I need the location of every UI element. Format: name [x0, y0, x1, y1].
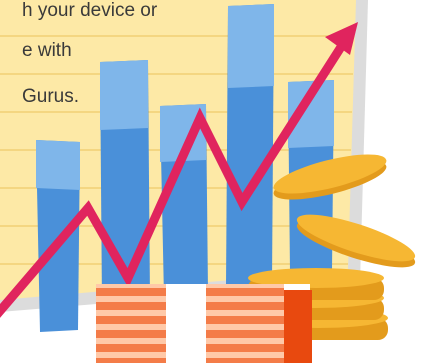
coin-roll — [96, 284, 312, 363]
coin-flying-1 — [273, 154, 387, 200]
text-line-2: e with — [22, 40, 72, 61]
coin-flying-2 — [296, 214, 416, 268]
bar-column-4 — [226, 4, 274, 286]
rising-arrow-line — [0, 33, 352, 318]
bar-column-1 — [36, 140, 80, 332]
bar-column-3 — [160, 104, 208, 298]
coin-roll-left-stripes — [96, 284, 166, 363]
coin-roll-right-stripes — [206, 284, 284, 363]
text-line-3: Gurus. — [22, 86, 79, 107]
rising-arrow-head — [325, 22, 358, 55]
coin-roll-end-cap — [284, 290, 312, 363]
text-line-1: h your device or — [22, 0, 158, 21]
